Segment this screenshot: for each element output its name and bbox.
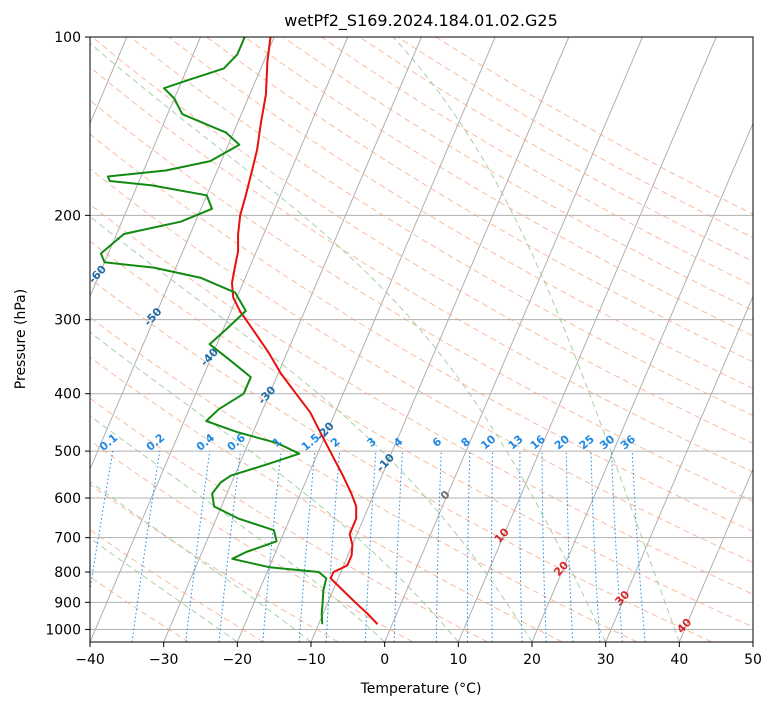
y-tick-label: 400: [54, 387, 81, 403]
x-tick-label: −20: [223, 652, 253, 668]
dry-adiabat-line: [90, 278, 712, 642]
dry-adiabat-line: [130, 37, 753, 417]
mixing-ratio-line: [131, 451, 161, 642]
x-axis-ticks: −40 −30 −20 −10 0 10 20 30 40 50: [75, 642, 762, 668]
isotherm-line: [457, 37, 717, 642]
y-tick-label: 300: [54, 313, 81, 329]
dry-adiabat-line: [244, 37, 753, 337]
moist-adiabat-line: [90, 215, 533, 642]
y-tick-label: 700: [54, 531, 81, 547]
mixing-ratio-line: [218, 451, 241, 642]
dry-adiabat-line: [168, 37, 753, 389]
moist-adiabat-line: [90, 415, 386, 642]
y-tick-label: 600: [54, 491, 81, 507]
x-axis-title: Temperature (°C): [360, 681, 482, 697]
dry-adiabat-line: [90, 316, 638, 642]
dry-adiabat-line: [90, 240, 753, 628]
isotherm-line: [163, 37, 422, 642]
x-tick-label: −10: [296, 652, 326, 668]
moist-adiabat-line: [90, 42, 607, 642]
y-tick-label: 800: [54, 565, 81, 581]
x-tick-label: −40: [75, 652, 105, 668]
y-tick-label: 200: [54, 208, 81, 224]
plot-frame: [89, 36, 754, 643]
temperature-line: [231, 37, 379, 625]
moist-adiabat-line: [392, 37, 680, 642]
y-tick-label: 900: [54, 595, 81, 611]
moist-adiabat-line: [90, 537, 238, 642]
x-tick-label: 50: [744, 652, 762, 668]
isotherm-line: [90, 37, 349, 642]
y-axis-title: Pressure (hPa): [13, 289, 29, 389]
x-tick-label: 0: [380, 652, 389, 668]
dewpoint-line: [99, 37, 328, 625]
chart-title: wetPf2_S169.2024.184.01.02.G25: [284, 11, 558, 31]
isotherm-line: [678, 467, 753, 642]
mixing-ratio-line: [298, 451, 316, 642]
isotherm-line: [605, 295, 753, 642]
moist-adiabat-line: [90, 481, 312, 642]
dry-adiabat-line: [90, 356, 563, 642]
moist-adiabat-line: [90, 331, 459, 642]
background-lines: [90, 37, 753, 642]
dry-adiabat-line: [90, 99, 753, 502]
y-tick-label: 1000: [45, 622, 81, 638]
dry-adiabat-line: [282, 37, 753, 312]
isotherm-line: [90, 37, 201, 298]
x-tick-label: 40: [670, 652, 688, 668]
isotherm-line: [384, 37, 643, 642]
x-tick-label: 30: [597, 652, 615, 668]
mixing-ratio-line: [90, 451, 114, 593]
y-tick-label: 100: [54, 30, 81, 46]
mixing-ratio-line: [262, 451, 282, 642]
dry-adiabat-line: [90, 168, 753, 563]
isotherm-line: [236, 37, 496, 642]
dry-adiabat-line: [90, 483, 339, 642]
x-tick-label: −30: [149, 652, 179, 668]
dry-adiabat-line: [90, 529, 264, 642]
dry-adiabat-line: [90, 133, 753, 533]
dry-adiabat-line: [91, 37, 753, 445]
x-tick-label: 20: [523, 652, 541, 668]
x-tick-label: 10: [449, 652, 467, 668]
dry-adiabat-line: [90, 203, 753, 595]
profile-lines: [99, 37, 379, 625]
isotherm-line: [531, 122, 753, 642]
mixing-ratio-line: [185, 451, 211, 642]
y-tick-label: 500: [54, 444, 81, 460]
y-axis-ticks: 100 200 300 400 500 600 700 800 900 1000: [45, 30, 90, 638]
mixing-ratio-line: [631, 451, 646, 642]
